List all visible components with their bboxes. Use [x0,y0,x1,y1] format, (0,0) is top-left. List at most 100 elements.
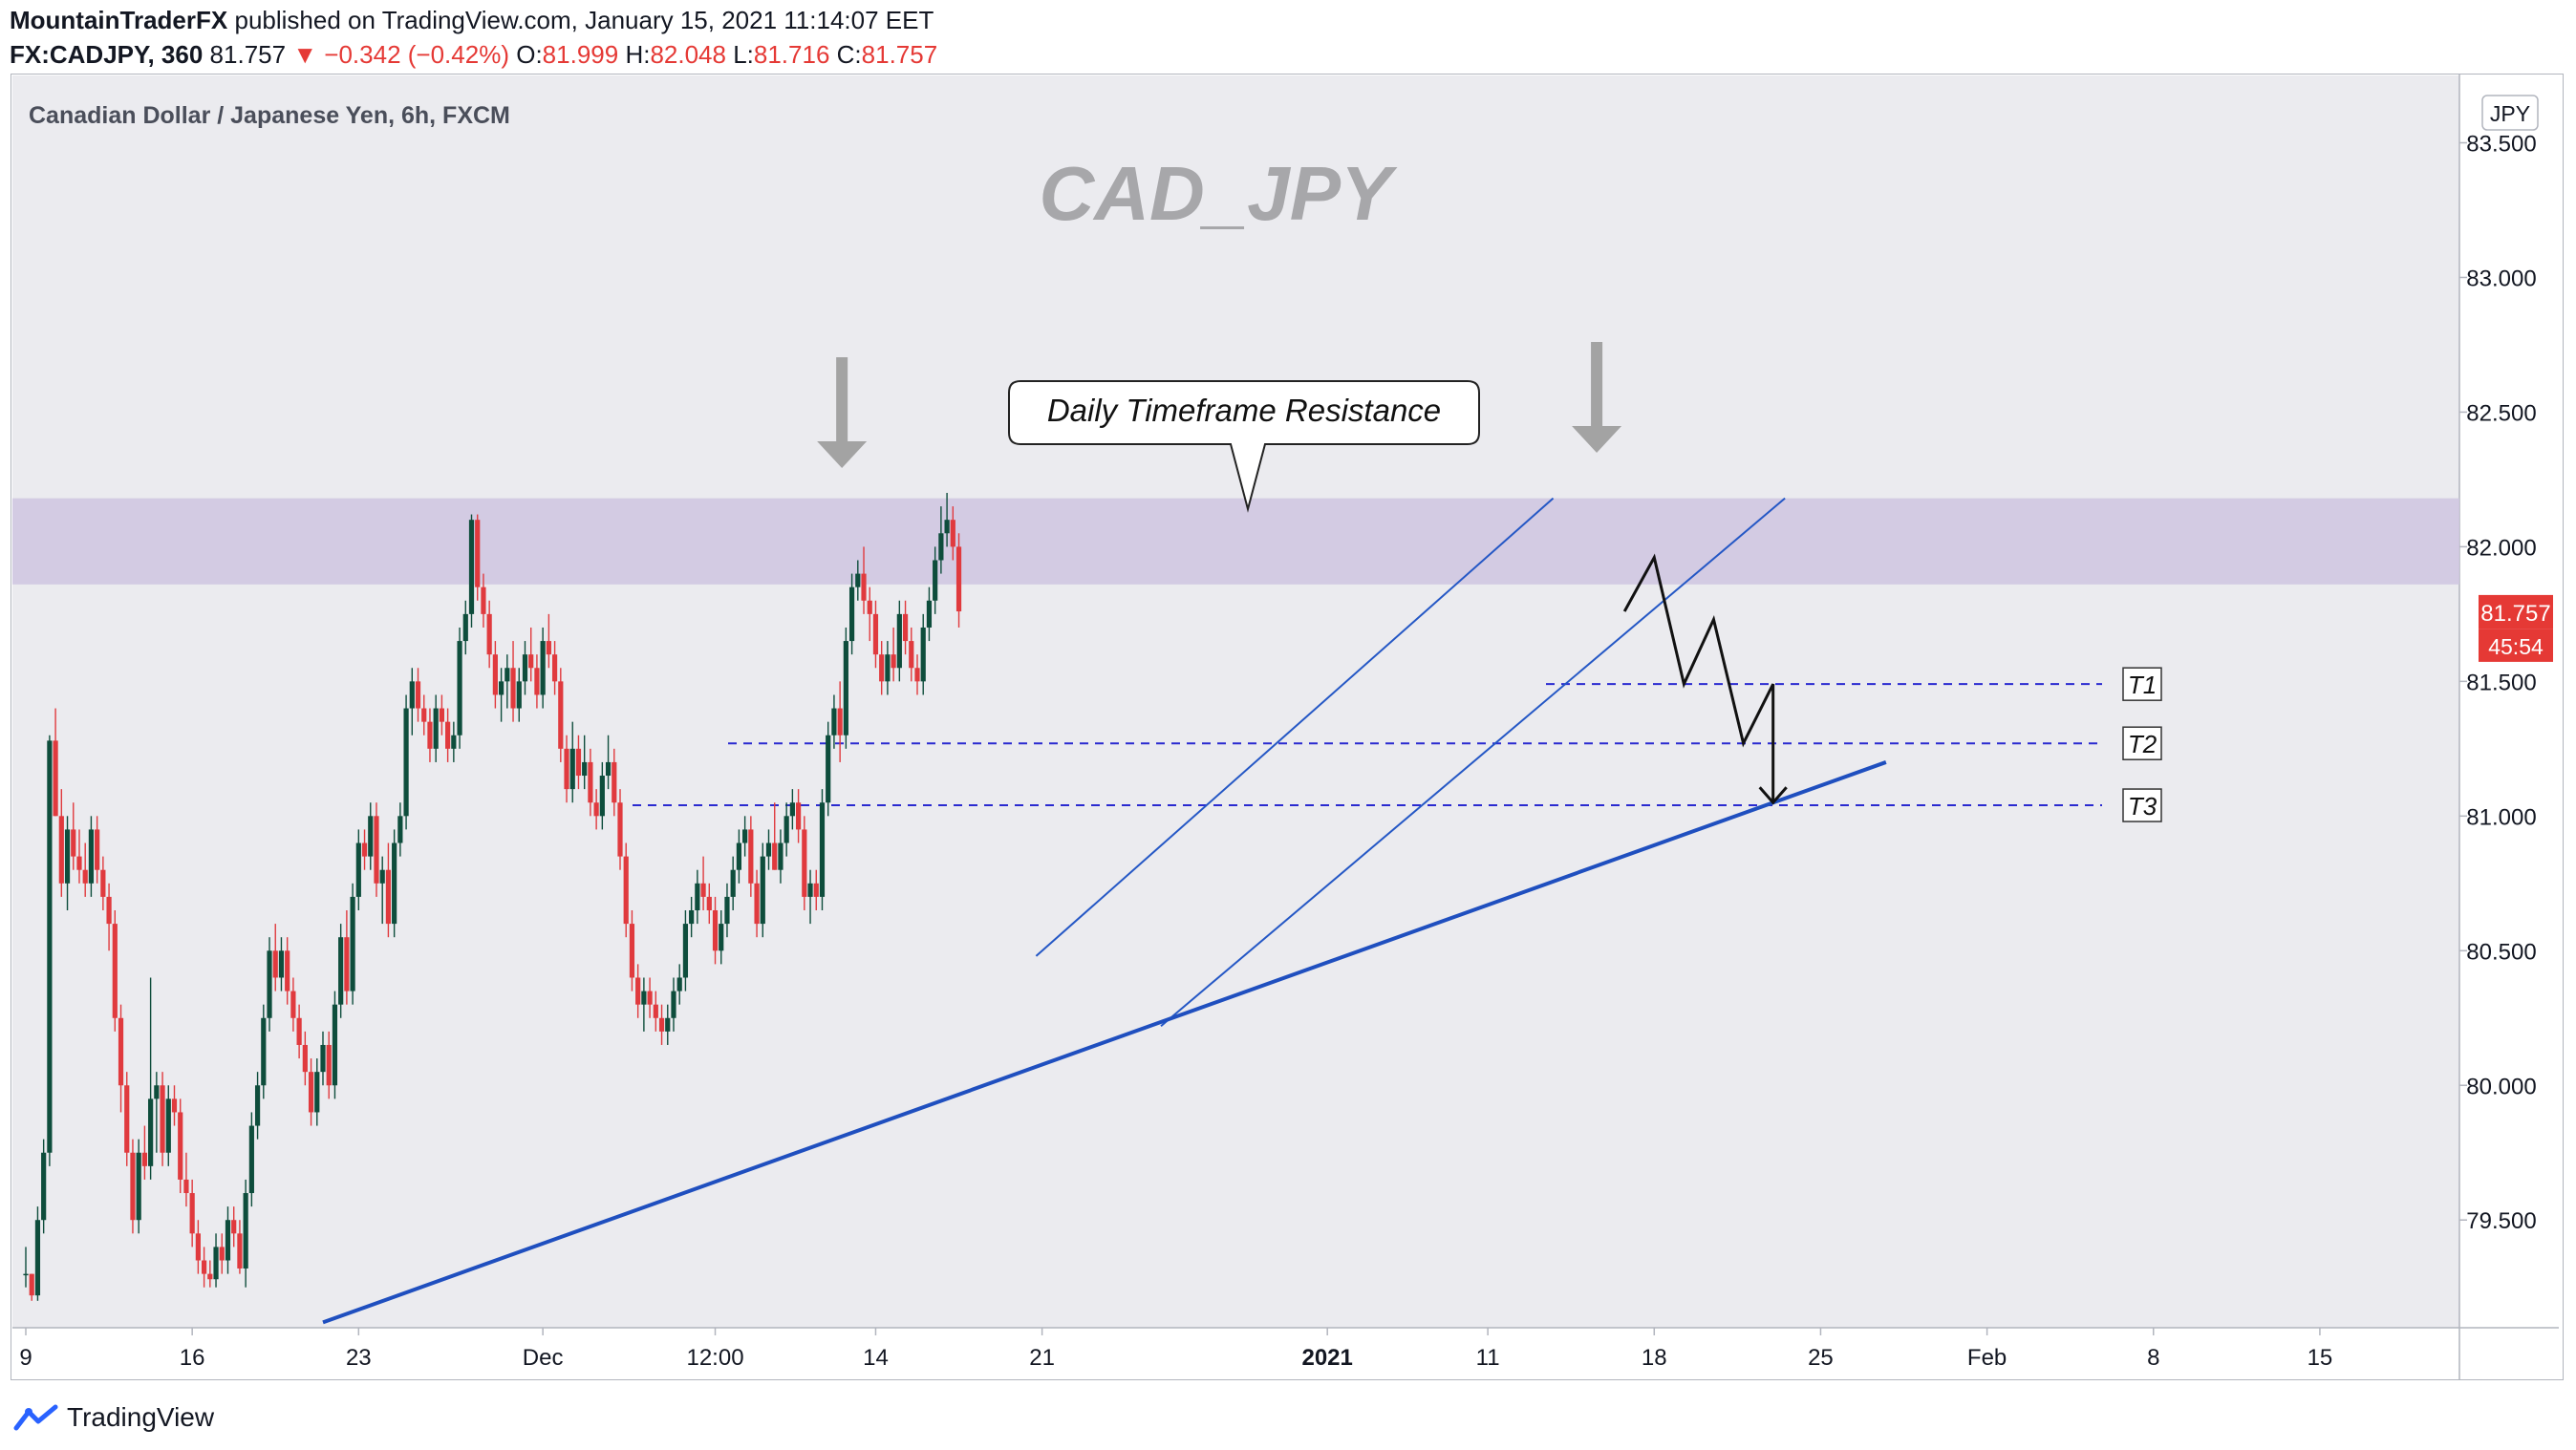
candle-body [189,1193,195,1234]
candle-body [183,1179,189,1194]
candle-body [623,856,629,925]
candle-body [950,520,955,547]
candle-body [617,802,623,857]
candle-body [933,560,938,601]
candle-body [719,924,724,951]
candle-body [499,681,504,695]
last-price: 81.757 [209,40,287,69]
candle-body [855,573,861,587]
countdown-badge [2479,629,2553,662]
candle-body [112,924,118,1018]
candle-body [53,740,58,817]
candle-body [355,842,361,897]
candle-body [475,520,481,587]
y-tick-label: 81.500 [2466,670,2536,695]
brand-name: TradingView [67,1402,215,1432]
high-label: H: [625,40,651,69]
publish-date: published on TradingView.com, January 15… [234,6,934,34]
candle-body [95,829,100,870]
candle-body [409,681,415,709]
candle-body [819,802,826,897]
candle-body [944,520,950,534]
x-tick-label: 16 [180,1345,205,1371]
x-tick-label: 18 [1642,1345,1667,1371]
candle-body [332,1004,338,1086]
candle-body [891,654,896,669]
publish-info: MountainTraderFX published on TradingVie… [10,6,934,35]
target-label-t2: T2 [2122,726,2162,760]
candle-body [64,829,71,884]
candle-body [826,735,831,803]
plot-layer: CAD_JPY Canadian Dollar / Japanese Yen, 6… [12,102,2459,1325]
y-tick-label: 79.500 [2466,1208,2536,1234]
candle-body [551,654,558,682]
x-tick-label: 8 [2147,1345,2159,1371]
candle-body [195,1233,201,1261]
candle-body [76,856,82,870]
y-tick-label: 83.500 [2466,131,2536,157]
candle-body [278,950,285,978]
candle-body [451,735,457,749]
candle-body [914,668,920,682]
y-tick-label: 82.500 [2466,400,2536,426]
down-arrow-icon [1572,426,1622,453]
candle-body [308,1072,314,1113]
candle-body [920,627,926,682]
candle-body [867,600,872,614]
author-name[interactable]: MountainTraderFX [10,6,228,34]
candle-body [909,641,914,669]
candle-body [784,816,789,843]
candle-body [902,613,909,642]
candle-body [141,1152,147,1166]
candle-body [178,1112,183,1180]
candle-body [588,761,593,803]
candle-body [748,829,754,884]
candle-body [254,1085,261,1126]
candle-body [599,776,605,817]
candle-body [896,613,902,669]
candle-body [248,1125,254,1194]
target-label-t1: T1 [2122,667,2162,701]
candle-body [58,816,64,884]
x-tick-label: 15 [2308,1345,2333,1371]
candle-body [154,1085,160,1099]
tradingview-logo-icon [13,1404,58,1431]
candle-body [207,1273,213,1280]
candle-body [171,1098,178,1113]
tradingview-brand[interactable]: TradingView [13,1398,214,1437]
x-tick-label: 12:00 [686,1345,743,1371]
candle-body [641,991,647,1005]
candle-body [605,761,612,777]
candle-body [237,1233,243,1269]
down-arrow-shaft [1591,342,1603,428]
resistance-zone [12,498,2459,585]
y-tick-label: 83.000 [2466,266,2536,291]
candle-body [754,883,760,925]
candle-body [421,708,427,722]
candle-body [837,708,843,736]
candle-body [848,586,855,642]
candle-body [564,748,569,790]
currency-button[interactable] [2481,95,2539,131]
candle-body [712,910,719,951]
candle-body [302,1044,308,1073]
last-price-badge [2479,594,2553,629]
chart-watermark: CAD_JPY [1039,151,1398,236]
candle-body [872,613,879,655]
candle-body [397,816,403,843]
channel-upper-line [1035,497,1555,957]
last-price-label: 81.757 [2480,601,2550,627]
y-tick-label: 81.000 [2466,804,2536,830]
candle-body [106,896,112,925]
symbol-label: FX:CADJPY, 360 [10,40,204,69]
candle-body [47,740,53,1153]
price-change: −0.342 (−0.42%) [324,40,509,69]
x-tick-label: 14 [863,1345,889,1371]
candle-body [724,896,730,925]
candle-body [706,896,712,910]
candle-body [760,856,765,925]
ascending-trendline [322,760,1887,1325]
candle-body [23,1273,29,1276]
candle-body [635,977,641,1005]
